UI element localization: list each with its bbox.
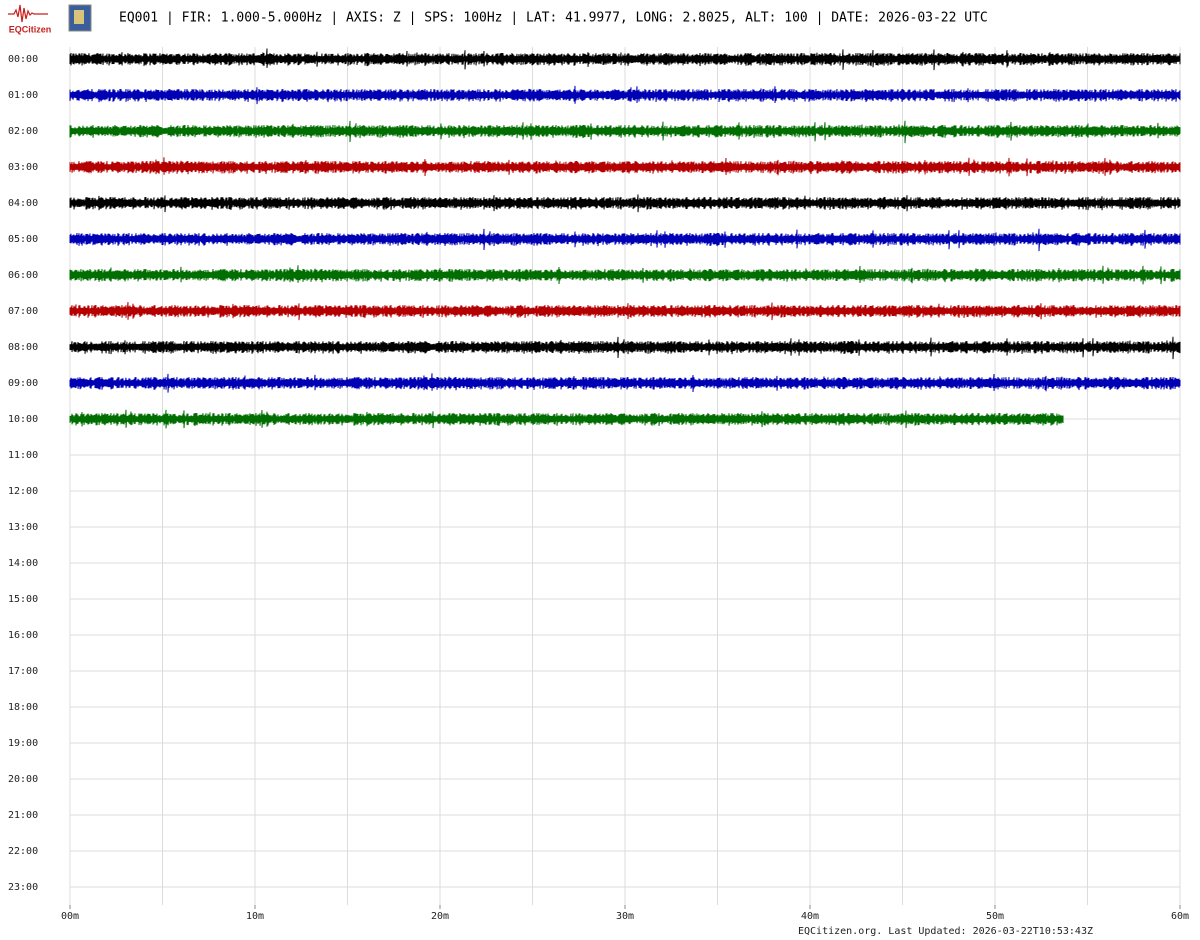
footer: EQCitizen.org. Last Updated: 2026-03-22T… (798, 926, 1093, 937)
x-tick-label: 60m (1171, 911, 1189, 922)
row-label: 16:00 (8, 630, 38, 641)
trace (69, 85, 1181, 105)
row-label: 12:00 (8, 486, 38, 497)
row-label: 13:00 (8, 522, 38, 533)
row-label: 22:00 (8, 846, 38, 857)
row-label: 20:00 (8, 774, 38, 785)
row-label: 00:00 (8, 54, 38, 65)
row-label: 03:00 (8, 162, 38, 173)
x-tick-label: 50m (986, 911, 1004, 922)
row-label: 11:00 (8, 450, 38, 461)
x-tick-label: 00m (61, 911, 79, 922)
trace (69, 265, 1181, 285)
trace (69, 120, 1181, 144)
row-label: 04:00 (8, 198, 38, 209)
trace (69, 228, 1181, 252)
row-label: 23:00 (8, 882, 38, 893)
row-label: 18:00 (8, 702, 38, 713)
row-label: 14:00 (8, 558, 38, 569)
row-label: 06:00 (8, 270, 38, 281)
trace (69, 302, 1181, 321)
row-label: 02:00 (8, 126, 38, 137)
row-label: 05:00 (8, 234, 38, 245)
x-tick-label: 30m (616, 911, 634, 922)
row-label: 19:00 (8, 738, 38, 749)
x-tick-label: 20m (431, 911, 449, 922)
row-label: 21:00 (8, 810, 38, 821)
chart-title: EQ001 | FIR: 1.000-5.000Hz | AXIS: Z | S… (119, 11, 988, 26)
logo-text: EQCitizen (9, 24, 52, 34)
row-label: 07:00 (8, 306, 38, 317)
x-tick-label: 40m (801, 911, 819, 922)
device-chip (74, 10, 84, 24)
trace (69, 373, 1181, 393)
trace (69, 409, 1064, 429)
trace (69, 336, 1181, 360)
row-label: 15:00 (8, 594, 38, 605)
trace (69, 48, 1181, 71)
logo-wave (8, 4, 48, 23)
row-label: 08:00 (8, 342, 38, 353)
row-label: 01:00 (8, 90, 38, 101)
logo: EQCitizen (8, 4, 92, 34)
row-label: 17:00 (8, 666, 38, 677)
trace (69, 194, 1181, 213)
row-label: 09:00 (8, 378, 38, 389)
row-label: 10:00 (8, 414, 38, 425)
x-tick-label: 10m (246, 911, 264, 922)
trace (69, 157, 1181, 177)
